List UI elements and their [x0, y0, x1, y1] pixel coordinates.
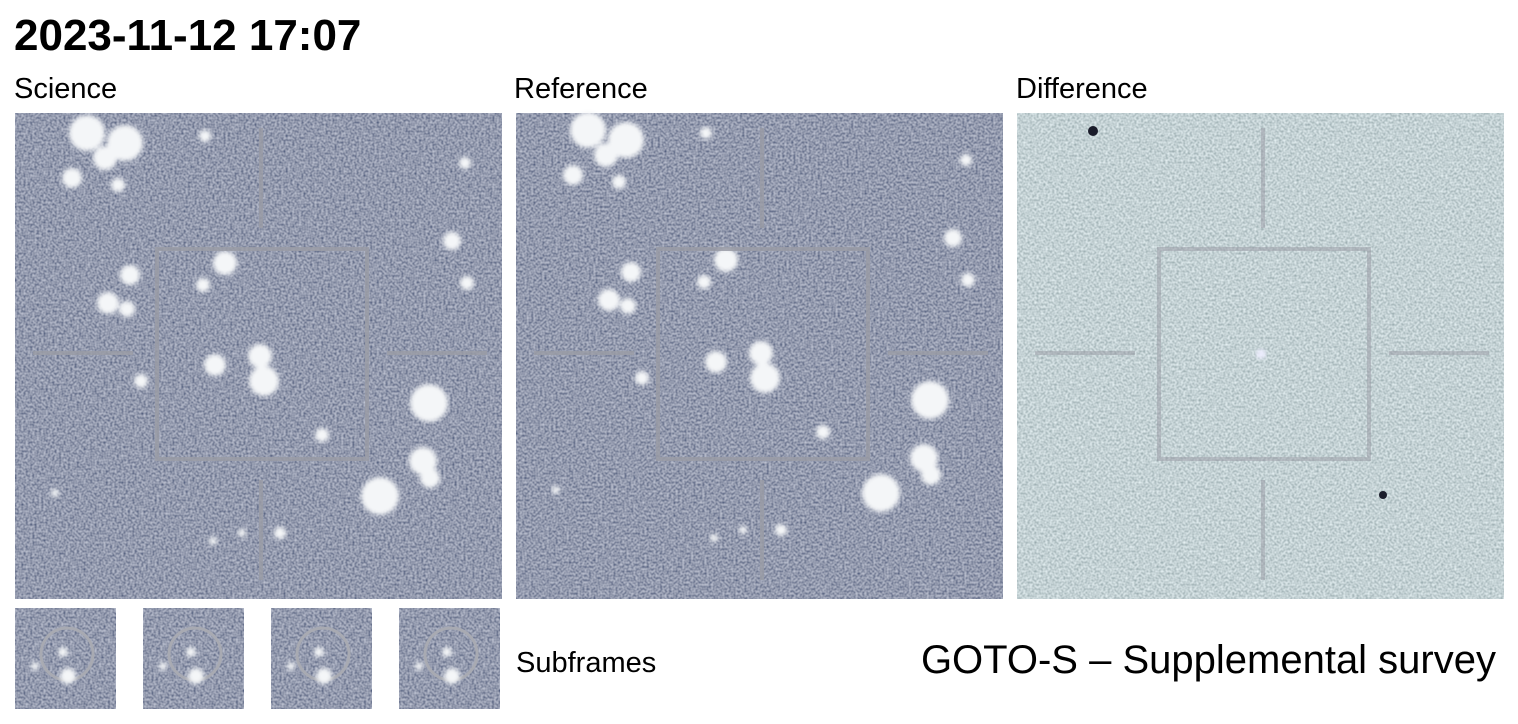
difference-image: [1017, 113, 1504, 599]
title: 2023-11-12 17:07: [14, 11, 361, 60]
panel-label: Reference: [514, 73, 648, 105]
panel-label: Science: [14, 73, 117, 105]
reference-image: [516, 112, 1003, 599]
survey-label: GOTO-S – Supplemental survey: [921, 638, 1496, 682]
science-image: [15, 113, 502, 599]
subframes-label: Subframes: [516, 647, 656, 679]
panel-label: Difference: [1016, 73, 1148, 105]
subframes: [15, 608, 500, 709]
